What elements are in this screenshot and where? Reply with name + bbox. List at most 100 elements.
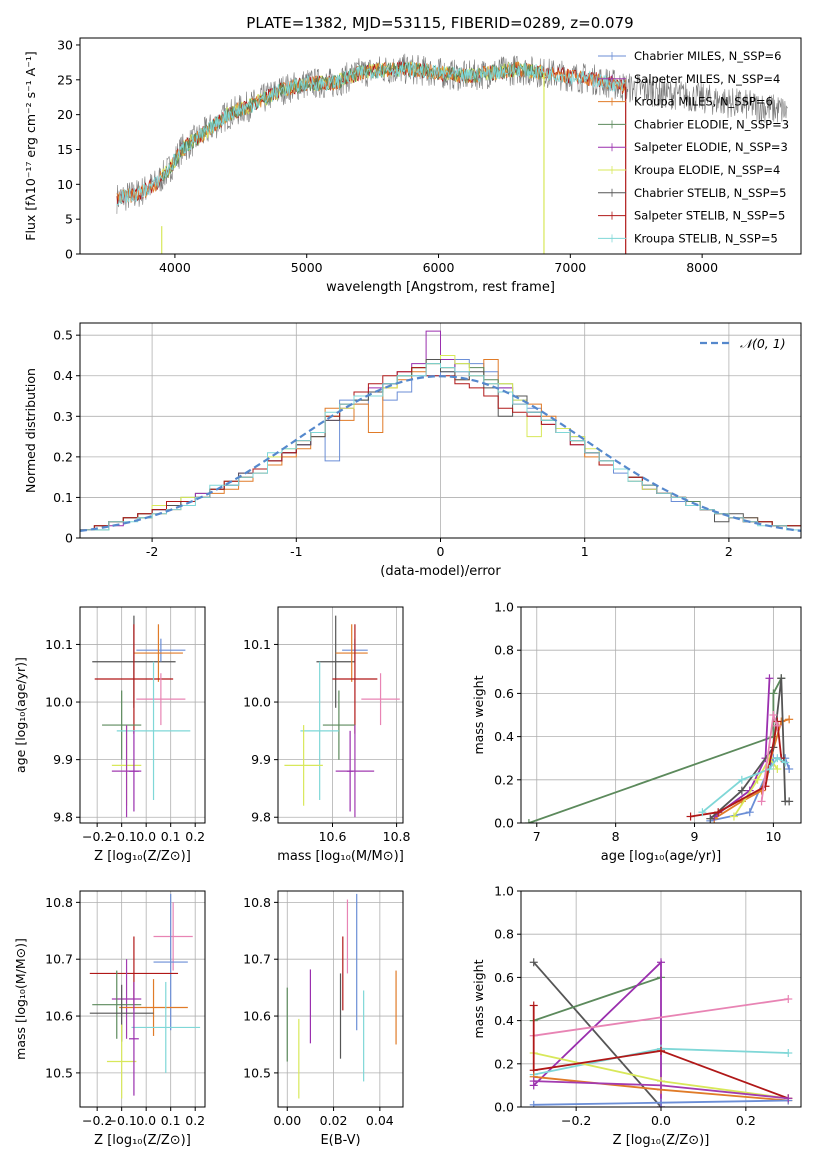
axes-frame (277, 890, 404, 1108)
x-tick-label: 0.2 (185, 1113, 205, 1128)
x-tick-label: 2 (725, 544, 733, 559)
plot-area (529, 958, 793, 1107)
model-spectrum (116, 61, 626, 206)
x-tick-label: 0 (437, 544, 445, 559)
x-tick-label: 9 (691, 829, 699, 844)
y-tick-label: 10.5 (243, 1065, 271, 1080)
x-tick-label: 1 (581, 544, 589, 559)
legend-label: Salpeter ELODIE, N_SSP=3 (634, 140, 788, 154)
y-tick-label: 10 (57, 177, 73, 192)
y-tick-label: 0.3 (53, 409, 73, 424)
panel-spectrum: Chabrier MILES, N_SSP=6 Salpeter MILES, N… (23, 37, 802, 295)
legend-label: Kroupa ELODIE, N_SSP=4 (634, 163, 780, 177)
y-tick-label: 10.7 (243, 952, 271, 967)
legend-label: Chabrier STELIB, N_SSP=5 (634, 186, 786, 200)
y-tick-label: 0.8 (494, 643, 514, 658)
legend-label: Kroupa STELIB, N_SSP=5 (634, 231, 778, 245)
y-tick-label: 10.6 (243, 1009, 271, 1024)
axes-frame (79, 606, 206, 824)
x-axis-label: wavelength [Angstrom, rest frame] (326, 280, 555, 295)
x-tick-label: 4000 (159, 260, 191, 275)
x-tick-label: −0.2 (82, 829, 112, 844)
y-tick-label: 0.1 (53, 490, 73, 505)
y-tick-label: 5 (65, 212, 73, 227)
y-tick-label: 10.1 (243, 637, 271, 652)
x-tick-label: -1 (290, 544, 302, 559)
y-tick-label: 0 (65, 531, 73, 546)
model-spectrum (116, 61, 626, 204)
y-tick-label: 10.5 (45, 1065, 73, 1080)
x-tick-label: 0.04 (366, 1113, 394, 1128)
y-tick-label: 10.6 (45, 1009, 73, 1024)
y-tick-label: 0.2 (53, 449, 73, 464)
y-tick-label: 20 (57, 107, 73, 122)
legend: Chabrier MILES, N_SSP=6 Salpeter MILES, N… (598, 49, 789, 245)
x-axis-label: E(B-V) (320, 1133, 360, 1148)
histogram-series (80, 363, 801, 531)
panel-weight-vs-age: 7 8 9 10 0.0 0.2 0.4 0.6 0.8 1.0 age [log₁₀(age/yr… (471, 600, 802, 864)
legend-label: Kroupa MILES, N_SSP=6 (634, 95, 773, 109)
y-tick-label: 0.4 (494, 729, 514, 744)
figure-title: PLATE=1382, MJD=53115, FIBERID=0289, z=0… (246, 14, 633, 32)
axes-frame (79, 890, 206, 1108)
x-axis-label: Z [log₁₀(Z/Z⊙)] (613, 1133, 710, 1148)
y-tick-label: 0.4 (53, 368, 73, 383)
legend-label: Chabrier ELODIE, N_SSP=3 (634, 117, 789, 131)
model-spectrum (116, 61, 626, 203)
x-tick-label: 0.1 (161, 829, 181, 844)
legend-label: 𝒩(0, 1) (740, 336, 786, 351)
y-tick-label: 30 (57, 37, 73, 52)
legend-label: Salpeter STELIB, N_SSP=5 (634, 209, 785, 223)
plot-area (92, 615, 191, 818)
y-tick-label: 1.0 (494, 884, 514, 899)
x-tick-label: 0.0 (136, 829, 156, 844)
x-tick-label: 0.02 (320, 1113, 348, 1128)
y-tick-label: 0 (65, 247, 73, 262)
legend-label: Chabrier MILES, N_SSP=6 (634, 49, 781, 63)
observed-spectrum (116, 53, 788, 214)
y-tick-label: 9.9 (251, 752, 271, 767)
axes-frame (520, 606, 802, 824)
y-tick-label: 9.8 (251, 810, 271, 825)
x-tick-label: 0.0 (651, 1113, 671, 1128)
y-tick-label: 0.6 (494, 686, 514, 701)
weight-line (533, 998, 789, 1037)
x-tick-label: 10.6 (319, 829, 347, 844)
x-axis-label: Z [log₁₀(Z/Z⊙)] (94, 1133, 191, 1148)
y-tick-label: 0.8 (494, 927, 514, 942)
plot-area (286, 893, 397, 1099)
y-tick-label: 0.6 (494, 970, 514, 985)
plot-area (116, 53, 788, 254)
y-tick-label: 10.8 (243, 895, 271, 910)
y-tick-label: 0.0 (494, 1100, 514, 1115)
x-tick-label: −0.2 (82, 1113, 112, 1128)
x-tick-label: −0.2 (561, 1113, 591, 1128)
x-axis-label: Z [log₁₀(Z/Z⊙)] (94, 849, 191, 864)
x-tick-label: 8 (612, 829, 620, 844)
y-axis-label: mass weight (471, 959, 486, 1038)
x-tick-label: 0.2 (736, 1113, 756, 1128)
plot-area (80, 330, 801, 532)
x-tick-label: 0.2 (185, 829, 205, 844)
panel-age-vs-mass: 10.6 10.8 9.8 9.9 10.0 10.1 mass [log₁₀(M/M⊙)] (243, 606, 411, 864)
x-axis-label: mass [log₁₀(M/M⊙)] (277, 849, 404, 864)
x-tick-label: 0.00 (273, 1113, 301, 1128)
panel-mass-vs-Z: −0.2−0.1 0.0 0.1 0.2 10.5 10.6 10.7 10.8 Z [log₁… (13, 890, 206, 1148)
y-tick-label: 25 (57, 72, 73, 87)
x-tick-label: -2 (146, 544, 158, 559)
weight-line (701, 757, 786, 813)
x-tick-label: 0.1 (161, 1113, 181, 1128)
panel-residuals: 𝒩(0, 1) -2 -1 0 1 2 0 0.1 0.2 0.3 0.4 0.5 (data-mode… (23, 322, 802, 579)
weight-line (533, 961, 662, 1107)
x-tick-label: 6000 (423, 260, 455, 275)
x-tick-label: 10.8 (383, 829, 411, 844)
weight-line (533, 976, 662, 1022)
x-axis-label: age [log₁₀(age/yr)] (601, 849, 722, 864)
plot-area (524, 674, 794, 823)
y-tick-label: 15 (57, 142, 73, 157)
x-tick-label: 10 (765, 829, 781, 844)
weight-line (532, 1005, 789, 1100)
legend-label: Salpeter MILES, N_SSP=4 (634, 72, 780, 86)
x-tick-label: 8000 (686, 260, 718, 275)
y-tick-label: 0.4 (494, 1013, 514, 1028)
